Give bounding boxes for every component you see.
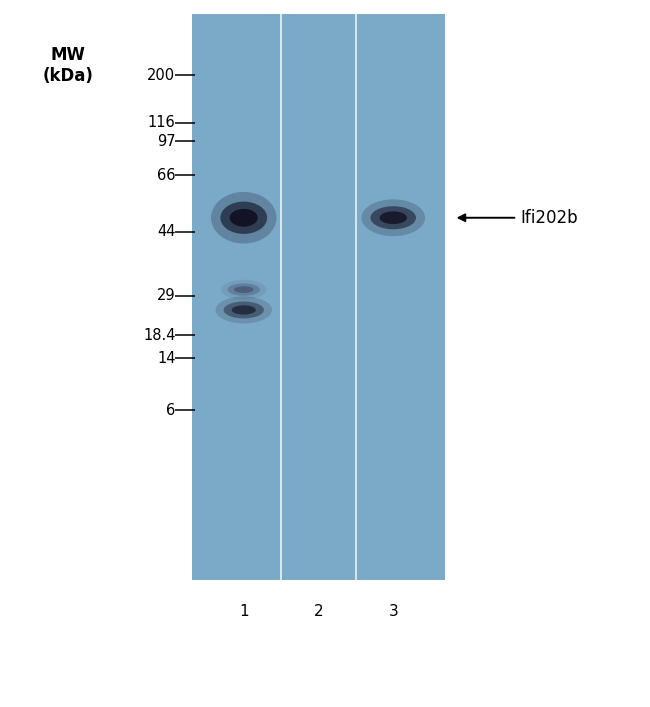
Text: 6: 6 [166,402,176,418]
Text: 97: 97 [157,134,176,149]
Text: 3: 3 [389,604,398,619]
Text: Ifi202b: Ifi202b [459,209,578,227]
Text: 29: 29 [157,288,176,303]
Ellipse shape [229,209,258,227]
Ellipse shape [211,192,276,244]
Text: 18.4: 18.4 [143,328,176,343]
Text: 200: 200 [148,68,176,83]
Ellipse shape [370,206,416,229]
Text: 14: 14 [157,351,176,366]
Ellipse shape [220,201,267,234]
Text: 66: 66 [157,168,176,183]
Ellipse shape [227,284,260,296]
Ellipse shape [216,296,272,324]
Ellipse shape [380,211,407,224]
Ellipse shape [231,305,256,315]
Ellipse shape [224,301,264,318]
Text: 44: 44 [157,224,176,240]
Ellipse shape [221,280,266,300]
Text: 2: 2 [314,604,323,619]
Text: 1: 1 [239,604,248,619]
Text: 116: 116 [148,115,176,130]
Bar [192,14,445,580]
Ellipse shape [234,286,254,293]
Text: MW
(kDa): MW (kDa) [43,46,94,85]
Ellipse shape [361,199,425,236]
